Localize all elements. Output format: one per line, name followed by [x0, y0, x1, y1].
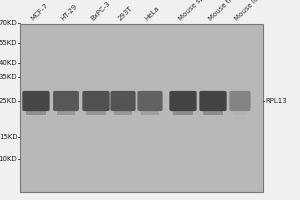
Bar [114, 110, 132, 115]
Text: 25KD: 25KD [0, 98, 17, 104]
Bar [203, 110, 223, 115]
Text: Mouse spleen: Mouse spleen [177, 0, 215, 22]
Text: Mouse lung: Mouse lung [234, 0, 267, 22]
Text: 70KD: 70KD [0, 20, 17, 26]
FancyBboxPatch shape [230, 91, 251, 111]
Text: RPL13: RPL13 [266, 98, 287, 104]
Bar [20, 24, 262, 192]
Text: 35KD: 35KD [0, 74, 17, 80]
Text: MCF-7: MCF-7 [30, 2, 50, 22]
FancyBboxPatch shape [53, 91, 79, 111]
Bar [141, 110, 159, 115]
FancyBboxPatch shape [169, 91, 197, 111]
Text: HeLa: HeLa [144, 5, 161, 22]
Bar [26, 110, 46, 115]
FancyBboxPatch shape [110, 91, 136, 111]
Text: 40KD: 40KD [0, 60, 17, 66]
Text: 55KD: 55KD [0, 40, 17, 46]
FancyBboxPatch shape [82, 91, 110, 111]
Bar [173, 110, 193, 115]
Text: 10KD: 10KD [0, 156, 17, 162]
FancyBboxPatch shape [22, 91, 50, 111]
Bar [233, 110, 247, 115]
Text: BxPC-3: BxPC-3 [90, 0, 112, 22]
Text: HT-29: HT-29 [60, 3, 79, 22]
Text: Mouse thymus: Mouse thymus [207, 0, 248, 22]
Text: 15KD: 15KD [0, 134, 17, 140]
FancyBboxPatch shape [199, 91, 227, 111]
FancyBboxPatch shape [137, 91, 163, 111]
Text: 293T: 293T [117, 5, 134, 22]
Bar [86, 110, 106, 115]
Bar [57, 110, 75, 115]
